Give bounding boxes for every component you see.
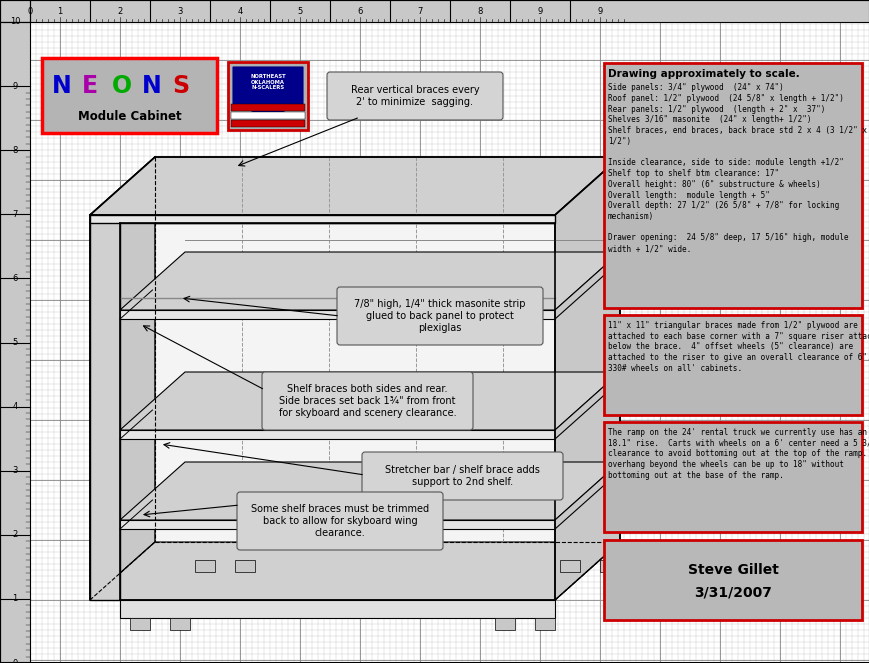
Polygon shape <box>554 462 620 529</box>
Text: 1: 1 <box>57 7 63 15</box>
Bar <box>600 560 620 572</box>
Text: NORTHEAST
OKLAHOMA
N-SCALERS: NORTHEAST OKLAHOMA N-SCALERS <box>250 74 286 90</box>
FancyBboxPatch shape <box>327 72 502 120</box>
Bar <box>603 540 861 620</box>
Text: 0: 0 <box>27 7 33 15</box>
Text: 9: 9 <box>12 82 17 91</box>
Polygon shape <box>120 462 620 520</box>
Polygon shape <box>120 310 554 319</box>
Text: 2: 2 <box>117 7 123 15</box>
Bar <box>169 618 189 630</box>
Text: 2: 2 <box>12 530 17 539</box>
Text: N: N <box>142 74 162 98</box>
Text: The ramp on the 24' rental truck we currently use has an
18.1" rise.  Carts with: The ramp on the 24' rental truck we curr… <box>607 428 869 480</box>
Text: 8: 8 <box>12 146 17 154</box>
Bar <box>228 62 308 130</box>
Text: 3/31/2007: 3/31/2007 <box>693 585 771 599</box>
Polygon shape <box>120 223 554 600</box>
Polygon shape <box>120 430 554 439</box>
Text: 7: 7 <box>12 210 17 219</box>
Bar <box>235 560 255 572</box>
Text: Steve Gillet: Steve Gillet <box>687 563 778 577</box>
FancyBboxPatch shape <box>362 452 562 500</box>
Polygon shape <box>554 157 620 600</box>
Text: S: S <box>172 74 189 98</box>
Text: 10: 10 <box>10 17 20 27</box>
Text: 11" x 11" triangular braces made from 1/2" plywood are
attached to each base cor: 11" x 11" triangular braces made from 1/… <box>607 321 869 373</box>
Polygon shape <box>90 215 120 600</box>
Polygon shape <box>120 252 620 310</box>
Polygon shape <box>90 542 620 600</box>
Polygon shape <box>233 67 302 117</box>
Text: Shelf braces both sides and rear.
Side braces set back 1¾" from front
for skyboa: Shelf braces both sides and rear. Side b… <box>278 385 455 418</box>
Text: 0: 0 <box>12 658 17 663</box>
Polygon shape <box>120 372 620 430</box>
FancyBboxPatch shape <box>336 287 542 345</box>
Text: 9: 9 <box>537 7 542 15</box>
Bar <box>195 560 215 572</box>
Text: 4: 4 <box>237 7 242 15</box>
Text: N: N <box>52 74 71 98</box>
Text: 6: 6 <box>12 274 17 283</box>
Bar <box>560 560 580 572</box>
Bar <box>603 63 861 308</box>
Text: 1: 1 <box>12 595 17 603</box>
FancyBboxPatch shape <box>262 372 473 430</box>
Text: 5: 5 <box>12 338 17 347</box>
Text: Rear vertical braces every
2' to minimize  sagging.: Rear vertical braces every 2' to minimiz… <box>350 86 479 107</box>
FancyBboxPatch shape <box>236 492 442 550</box>
Polygon shape <box>554 252 620 319</box>
Bar <box>0 22 30 663</box>
Polygon shape <box>120 600 554 618</box>
Text: 5: 5 <box>297 7 302 15</box>
Text: 8: 8 <box>477 7 482 15</box>
Bar <box>231 104 305 111</box>
Bar <box>231 112 305 119</box>
Text: Stretcher bar / shelf brace adds
support to 2nd shelf.: Stretcher bar / shelf brace adds support… <box>385 465 540 487</box>
Text: 3: 3 <box>12 466 17 475</box>
Bar <box>0 0 869 22</box>
Bar <box>42 58 216 133</box>
Text: 7: 7 <box>417 7 422 15</box>
Text: 6: 6 <box>357 7 362 15</box>
Text: 9: 9 <box>597 7 602 15</box>
Polygon shape <box>554 372 620 439</box>
Polygon shape <box>90 215 554 223</box>
Text: 7/8" high, 1/4" thick masonite strip
glued to back panel to protect
plexiglas: 7/8" high, 1/4" thick masonite strip glu… <box>354 300 525 333</box>
Bar <box>129 618 149 630</box>
Polygon shape <box>120 520 554 529</box>
Bar <box>603 315 861 415</box>
Text: O: O <box>112 74 132 98</box>
Text: Some shelf braces must be trimmed
back to allow for skyboard wing
clearance.: Some shelf braces must be trimmed back t… <box>250 505 428 538</box>
Polygon shape <box>90 157 155 600</box>
Bar <box>494 618 514 630</box>
Text: 4: 4 <box>12 402 17 411</box>
Text: Module Cabinet: Module Cabinet <box>77 109 181 123</box>
Bar <box>231 120 305 127</box>
Text: Side panels: 3/4" plywood  (24" x 74")
Roof panel: 1/2" plywood  (24 5/8" x leng: Side panels: 3/4" plywood (24" x 74") Ro… <box>607 83 869 253</box>
Polygon shape <box>90 157 620 215</box>
Bar <box>603 422 861 532</box>
Text: 3: 3 <box>177 7 182 15</box>
Text: E: E <box>82 74 98 98</box>
Text: Drawing approximately to scale.: Drawing approximately to scale. <box>607 69 799 79</box>
Bar <box>534 618 554 630</box>
